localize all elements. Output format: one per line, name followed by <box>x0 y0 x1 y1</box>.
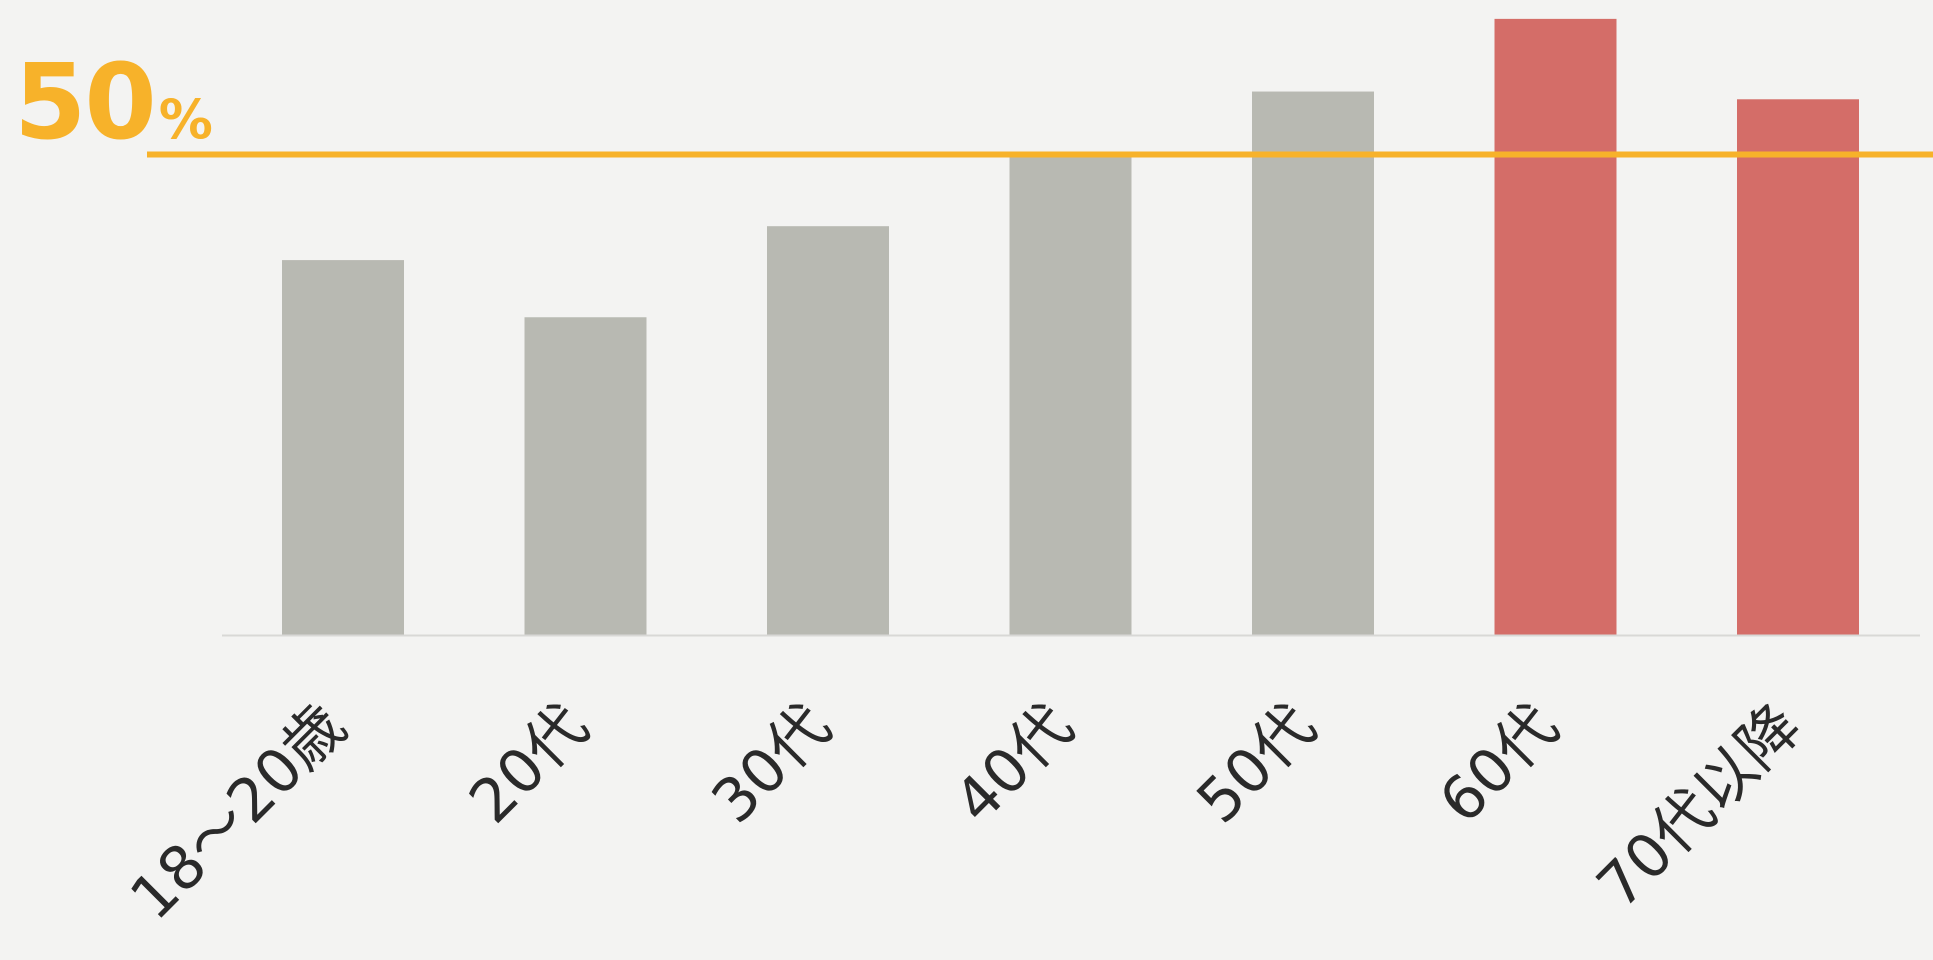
x-tick-label-1: 18〜20歳 <box>117 691 359 933</box>
x-tick-label-4: 40代 <box>941 691 1087 837</box>
bar-4 <box>1009 154 1132 635</box>
bar-1 <box>282 260 404 635</box>
bar-5 <box>1252 91 1374 635</box>
bar-3 <box>767 226 889 635</box>
reference-label-number: 50 <box>14 41 157 163</box>
bar-2 <box>524 317 647 635</box>
bar-7 <box>1737 99 1859 635</box>
x-tick-label-6: 60代 <box>1426 691 1572 837</box>
x-tick-label-5: 50代 <box>1184 691 1330 837</box>
x-tick-label-2: 20代 <box>456 691 602 837</box>
bar-6 <box>1494 18 1617 635</box>
x-tick-label-7: 70代以降 <box>1584 691 1815 922</box>
x-tick-label-3: 30代 <box>699 691 845 837</box>
reference-label-unit: % <box>158 88 213 151</box>
reference-line-label: 50% <box>14 50 213 154</box>
